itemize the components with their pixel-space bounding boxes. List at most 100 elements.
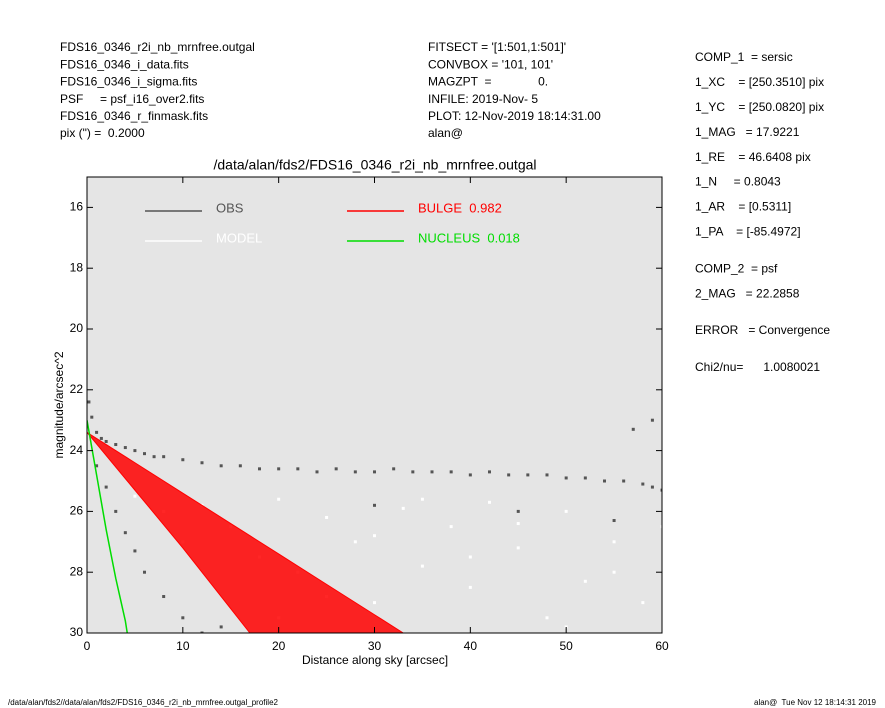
data-point <box>516 546 520 550</box>
data-point <box>123 531 127 535</box>
data-point <box>325 515 329 519</box>
data-point <box>468 585 472 589</box>
y-tick-label: 16 <box>70 200 84 214</box>
header-file: FDS16_0346_i_data.fits <box>60 57 189 71</box>
data-point <box>219 464 223 468</box>
data-point <box>334 467 338 471</box>
header-setting: alan@ <box>428 126 463 140</box>
fit-parameter: 1_N = 0.8043 <box>695 175 781 189</box>
data-point <box>219 625 223 629</box>
data-point <box>468 555 472 559</box>
data-point <box>516 509 520 513</box>
fit-parameter: 1_PA = [-85.4972] <box>695 224 801 238</box>
plot-data <box>87 400 662 633</box>
data-point <box>392 467 396 471</box>
data-point <box>133 494 137 498</box>
fit-parameter: 1_RE = 46.6408 pix <box>695 150 811 164</box>
data-point <box>277 467 281 471</box>
data-point <box>143 452 146 456</box>
data-point <box>603 479 606 483</box>
data-point <box>99 436 103 440</box>
legend-label: BULGE 0.982 <box>418 200 502 215</box>
legend-label: MODEL <box>216 230 262 245</box>
header-file: FDS16_0346_r2i_nb_mrnfree.outgal <box>60 40 255 54</box>
data-point <box>238 464 242 468</box>
data-point <box>622 479 626 483</box>
x-axis-label: Distance along sky [arcsec] <box>302 653 448 667</box>
data-point <box>449 525 453 529</box>
header-file: FDS16_0346_i_sigma.fits <box>60 75 197 89</box>
data-point <box>104 485 108 489</box>
data-point <box>162 595 166 599</box>
data-point <box>430 470 434 474</box>
fit-parameter: Chi2/nu= 1.0080021 <box>695 360 820 374</box>
y-axis-label: magnitude/arcsec^2 <box>52 351 66 458</box>
data-point <box>564 509 568 513</box>
fit-parameter: 2_MAG = 22.2858 <box>695 286 800 300</box>
data-point <box>507 473 511 477</box>
data-point <box>420 497 424 501</box>
x-tick-label: 10 <box>176 639 190 653</box>
data-point <box>90 415 94 419</box>
data-point <box>449 470 453 474</box>
data-point <box>373 601 376 605</box>
x-tick-label: 50 <box>559 639 573 653</box>
footer-right: alan@ Tue Nov 12 18:14:31 2019 <box>754 698 877 707</box>
x-tick-label: 0 <box>84 639 91 653</box>
data-point <box>373 470 376 474</box>
footer-left: /data/alan/fds2//data/alan/fds2/FDS16_03… <box>8 698 279 707</box>
y-tick-label: 24 <box>70 443 84 457</box>
y-tick-label: 26 <box>70 504 84 518</box>
y-tick-label: 30 <box>70 625 84 639</box>
x-tick-label: 20 <box>272 639 286 653</box>
chart-title: /data/alan/fds2/FDS16_0346_r2i_nb_mrnfre… <box>214 157 537 173</box>
data-point <box>468 473 472 477</box>
header-file: pix (") = 0.2000 <box>60 126 145 140</box>
data-point <box>641 601 645 605</box>
data-point <box>277 497 281 501</box>
data-point <box>152 455 156 459</box>
data-point <box>315 470 319 474</box>
data-point <box>104 439 108 443</box>
y-tick-label: 22 <box>70 382 84 396</box>
data-point <box>143 570 146 574</box>
data-point <box>526 473 530 477</box>
x-tick-label: 60 <box>655 639 669 653</box>
data-point <box>612 540 616 544</box>
fit-parameter: 1_YC = [250.0820] pix <box>695 100 824 114</box>
data-point <box>296 467 300 471</box>
fit-parameter: COMP_1 = sersic <box>695 50 793 64</box>
fit-parameter: 1_MAG = 17.9221 <box>695 125 800 139</box>
data-point <box>612 519 616 523</box>
data-point <box>200 631 204 633</box>
data-point <box>114 443 118 447</box>
data-point <box>133 449 137 453</box>
data-point <box>545 473 549 477</box>
data-point <box>612 570 616 574</box>
header-setting: PLOT: 12-Nov-2019 18:14:31.00 <box>428 109 601 123</box>
data-point <box>641 482 645 486</box>
plot-frame <box>86 176 663 634</box>
data-point <box>488 500 491 504</box>
data-point <box>564 476 568 480</box>
data-point <box>87 400 91 404</box>
data-point <box>373 503 376 507</box>
data-point <box>353 540 357 544</box>
data-point <box>583 579 587 583</box>
data-point <box>660 525 662 529</box>
data-point <box>545 616 549 620</box>
fit-parameter: COMP_2 = psf <box>695 261 778 275</box>
x-tick-label: 30 <box>368 639 382 653</box>
x-tick-label: 40 <box>464 639 478 653</box>
data-point <box>162 455 166 459</box>
data-point <box>95 430 99 434</box>
data-point <box>181 616 185 620</box>
data-point <box>631 427 635 431</box>
data-point <box>95 464 99 468</box>
header-setting: FITSECT = '[1:501,1:501]' <box>428 40 566 54</box>
data-point <box>420 564 424 568</box>
y-tick-label: 18 <box>70 260 84 274</box>
legend-label: NUCLEUS 0.018 <box>418 230 520 245</box>
